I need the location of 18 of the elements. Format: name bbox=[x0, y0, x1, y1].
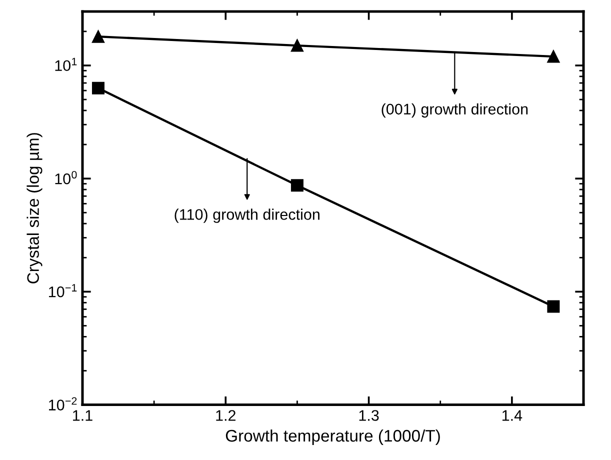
x-tick-label: 1.3 bbox=[359, 410, 379, 421]
y-tick-label: 10$^{1}$ bbox=[55, 58, 77, 72]
x-axis-title: Growth temperature (1000/T) bbox=[226, 429, 440, 445]
point bbox=[92, 82, 104, 94]
y-tick-label: 10$^{−2}$ bbox=[48, 397, 77, 410]
x-tick-label: 1.1 bbox=[73, 410, 92, 421]
point bbox=[290, 179, 304, 192]
x-tick-label: 1.2 bbox=[216, 410, 236, 421]
x-tick-label: 1.4 bbox=[502, 410, 522, 421]
point bbox=[92, 30, 104, 43]
point bbox=[547, 300, 560, 313]
annotation: (001) growth direction bbox=[382, 103, 528, 118]
point bbox=[547, 50, 560, 63]
annotation: (110) growth direction bbox=[174, 208, 320, 223]
y-tick-label: 10$^{−1}$ bbox=[48, 284, 77, 298]
point bbox=[290, 39, 304, 52]
y-tick-label: 10$^{0}$ bbox=[55, 170, 77, 184]
y-axis-title: Crystal size (log µm) bbox=[26, 133, 42, 284]
